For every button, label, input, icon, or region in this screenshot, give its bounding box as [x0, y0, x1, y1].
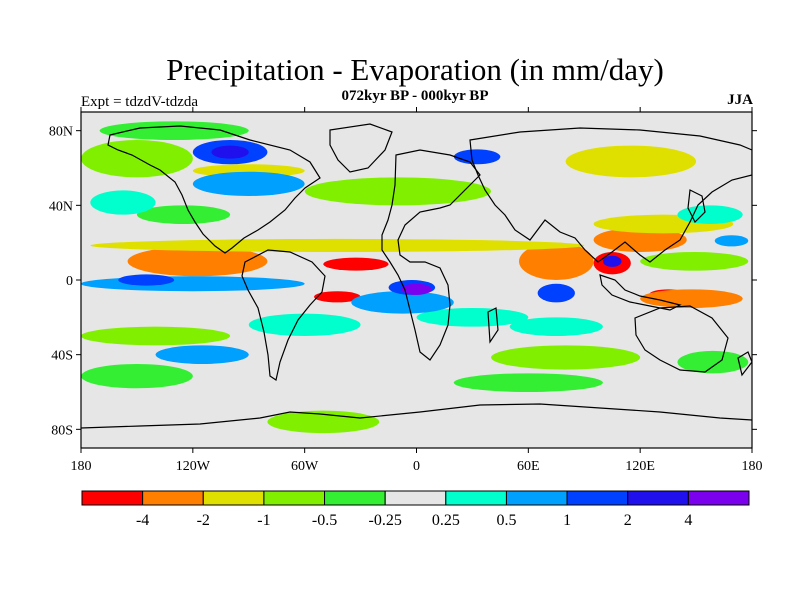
colorbar-swatch — [202, 490, 265, 506]
coastline-north-america — [107, 125, 321, 254]
latitude-axis: 80N 40N 0 40S 80S — [49, 125, 757, 438]
colorbar-swatch — [566, 490, 629, 506]
field-region — [313, 291, 361, 303]
field-region — [640, 289, 743, 308]
colorbar-swatch — [142, 490, 204, 506]
field-region — [714, 235, 749, 247]
y-tick-label: 0 — [66, 274, 73, 289]
x-tick-label: 120W — [176, 459, 211, 474]
colorbar-swatch — [263, 490, 326, 506]
colorbar: -4 -2 -1 -0.5 -0.25 0.25 0.5 1 2 4 — [81, 490, 750, 529]
field-region — [416, 308, 529, 327]
field-region — [81, 140, 193, 178]
colorbar-label: -1 — [257, 512, 270, 529]
x-tick-label: 0 — [413, 459, 420, 474]
colorbar-swatch — [324, 490, 386, 506]
y-tick-label: 80S — [51, 423, 73, 438]
field-region — [491, 345, 641, 370]
field-region — [593, 227, 687, 252]
y-tick-label: 80N — [49, 125, 73, 140]
field-region — [323, 257, 389, 271]
field-region — [99, 121, 249, 140]
field-region — [90, 190, 156, 215]
field-region — [640, 252, 749, 271]
coastlines — [81, 123, 752, 429]
field-region — [81, 276, 305, 292]
coastline-south-america — [241, 249, 326, 381]
field-region — [401, 283, 432, 295]
field-region — [136, 205, 231, 225]
field-region — [192, 171, 305, 196]
season-label: JJA — [727, 92, 753, 108]
coastline-asia — [469, 127, 752, 263]
field-region — [90, 238, 585, 252]
field-region — [677, 205, 743, 225]
pe-field — [81, 121, 749, 434]
field-region — [211, 145, 249, 159]
longitude-axis: 180 120W 60W 0 60E 120E 180 — [71, 107, 763, 474]
coastline-madagascar — [487, 307, 499, 344]
field-region — [81, 364, 193, 389]
coastline-new-zealand — [737, 351, 752, 377]
x-tick-label: 60W — [291, 459, 319, 474]
map-title: Precipitation - Evaporation (in mm/day) — [166, 52, 664, 87]
colorbar-swatch — [505, 490, 568, 506]
field-region — [602, 255, 622, 267]
x-tick-label: 120E — [625, 459, 655, 474]
field-region — [155, 345, 249, 364]
colorbar-label: -4 — [136, 512, 149, 529]
colorbar-label: 4 — [684, 512, 692, 529]
colorbar-label: 1 — [563, 512, 571, 529]
field-region — [537, 283, 575, 303]
field-region — [267, 410, 380, 434]
field-region — [118, 274, 175, 286]
colorbar-swatch — [384, 490, 447, 506]
colorbar-label: 2 — [624, 512, 632, 529]
colorbar-label: -0.25 — [369, 512, 402, 529]
field-region — [519, 242, 594, 280]
map-subtitle: 072kyr BP - 000kyr BP — [341, 88, 489, 104]
colorbar-label: -2 — [197, 512, 210, 529]
field-region — [127, 246, 268, 277]
field-region — [351, 291, 454, 314]
field-region — [248, 313, 361, 336]
y-tick-label: 40S — [51, 349, 73, 364]
colorbar-swatch — [81, 490, 144, 506]
colorbar-swatch — [687, 490, 750, 506]
coastline-europe-africa — [381, 149, 481, 361]
field-region — [304, 177, 492, 206]
experiment-label: Expt = tdzdV-tdzda — [81, 94, 199, 110]
field-region — [81, 326, 231, 346]
field-region — [453, 149, 501, 165]
y-tick-label: 40N — [49, 199, 73, 214]
colorbar-label: 0.25 — [432, 512, 460, 529]
colorbar-swatch — [445, 490, 507, 506]
field-region — [565, 145, 697, 178]
field-region — [509, 317, 603, 336]
x-tick-label: 180 — [71, 459, 92, 474]
field-region — [453, 373, 603, 392]
colorbar-label: -0.5 — [312, 512, 337, 529]
coastline-australia — [634, 305, 729, 373]
coastline-greenland — [329, 123, 393, 173]
x-tick-label: 180 — [742, 459, 763, 474]
colorbar-label: 0.5 — [496, 512, 516, 529]
field-region — [677, 350, 749, 374]
coastline-japan — [687, 189, 706, 224]
x-tick-label: 60E — [517, 459, 540, 474]
colorbar-swatch — [627, 490, 689, 506]
coastline-antarctica — [81, 403, 752, 429]
